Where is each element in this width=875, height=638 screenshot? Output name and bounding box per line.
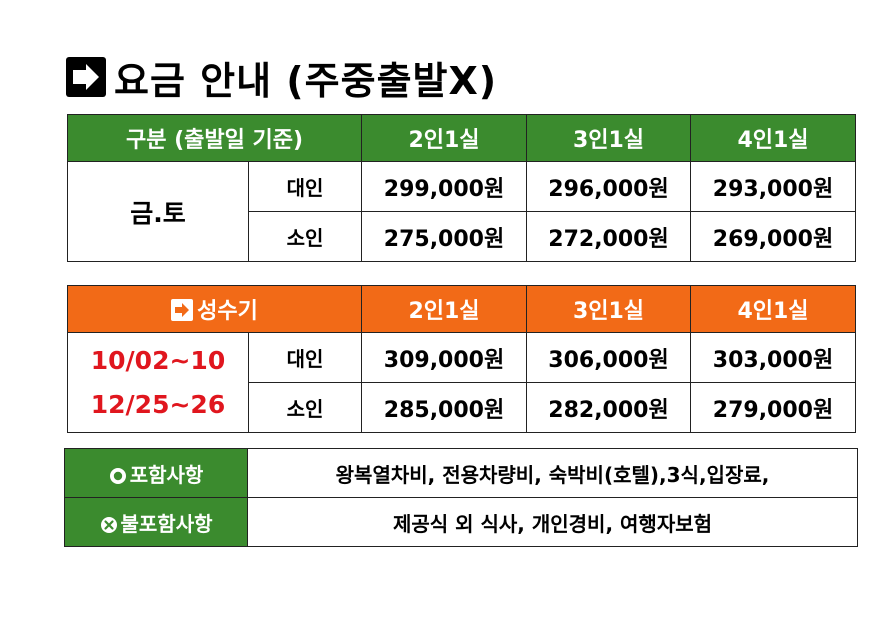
price-cell: 279,000원 xyxy=(690,382,857,433)
quad-room-header: 4인1실 xyxy=(690,114,857,162)
price-cell: 299,000원 xyxy=(361,161,528,212)
peak-season-header: 성수기 xyxy=(66,285,363,333)
table-row: 소인 285,000원 282,000원 279,000원 xyxy=(68,382,857,433)
page-title: 요금 안내 (주중출발X) xyxy=(66,52,498,103)
excluded-row: 불포함사항 제공식 외 식사, 개인경비, 여행자보험 xyxy=(64,497,858,547)
right-arrow-box-icon xyxy=(66,57,106,97)
included-label: 포함사항 xyxy=(129,462,204,487)
triple-room-header: 3인1실 xyxy=(526,285,692,333)
category-header: 구분 (출발일 기준) xyxy=(66,114,363,162)
regular-fare-table: 구분 (출발일 기준) 2인1실 3인1실 4인1실 금.토 대인 299,00… xyxy=(66,114,857,262)
price-cell: 309,000원 xyxy=(361,332,528,383)
triple-room-header: 3인1실 xyxy=(526,114,692,162)
peak-date-range: 12/25~26 xyxy=(90,389,226,419)
child-label: 소인 xyxy=(247,211,363,262)
price-cell: 285,000원 xyxy=(361,382,528,433)
double-room-header: 2인1실 xyxy=(361,285,528,333)
right-arrow-box-icon xyxy=(171,299,194,321)
peak-season-label: 성수기 xyxy=(197,299,258,324)
table-row: 금.토 대인 299,000원 296,000원 293,000원 xyxy=(67,161,857,262)
excluded-text: 제공식 외 식사, 개인경비, 여행자보험 xyxy=(247,497,858,547)
table-row: 10/02~10 12/25~26 대인 309,000원 306,000원 3… xyxy=(67,332,857,433)
price-cell: 275,000원 xyxy=(361,211,528,262)
price-cell: 296,000원 xyxy=(526,161,692,212)
peak-season-fare-table: 성수기 2인1실 3인1실 4인1실 10/02~10 12/25~26 대인 … xyxy=(66,285,857,433)
included-label-cell: 포함사항 xyxy=(64,448,248,498)
peak-dates: 10/02~10 12/25~26 xyxy=(67,332,249,433)
table-row: 소인 275,000원 272,000원 269,000원 xyxy=(68,211,857,262)
price-cell: 293,000원 xyxy=(690,161,857,212)
regular-fare-header-row: 구분 (출발일 기준) 2인1실 3인1실 4인1실 xyxy=(66,114,857,162)
peak-date-range: 10/02~10 xyxy=(90,345,226,375)
included-row: 포함사항 왕복열차비, 전용차량비, 숙박비(호텔),3식,입장료, xyxy=(64,448,858,498)
price-cell: 272,000원 xyxy=(526,211,692,262)
included-text: 왕복열차비, 전용차량비, 숙박비(호텔),3식,입장료, xyxy=(247,448,858,498)
double-room-header: 2인1실 xyxy=(361,114,528,162)
peak-fare-header-row: 성수기 2인1실 3인1실 4인1실 xyxy=(66,285,857,333)
child-label: 소인 xyxy=(247,382,363,433)
adult-label: 대인 xyxy=(247,161,363,212)
price-cell: 306,000원 xyxy=(526,332,692,383)
page-title-text: 요금 안내 (주중출발X) xyxy=(114,58,498,103)
excluded-label: 불포함사항 xyxy=(120,511,213,536)
departure-day: 금.토 xyxy=(67,161,249,262)
inclusions-table: 포함사항 왕복열차비, 전용차량비, 숙박비(호텔),3식,입장료, 불포함사항… xyxy=(64,448,858,547)
price-cell: 303,000원 xyxy=(690,332,857,383)
excluded-label-cell: 불포함사항 xyxy=(64,497,248,547)
price-cell: 269,000원 xyxy=(690,211,857,262)
circle-x-icon xyxy=(100,516,117,533)
circle-bullet-icon xyxy=(109,467,126,484)
price-cell: 282,000원 xyxy=(526,382,692,433)
adult-label: 대인 xyxy=(247,332,363,383)
quad-room-header: 4인1실 xyxy=(690,285,857,333)
